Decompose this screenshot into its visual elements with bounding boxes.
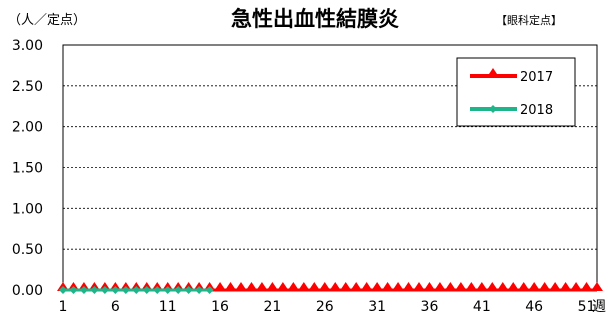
category-label: 【眼科定点】 bbox=[496, 13, 562, 27]
data-point bbox=[111, 286, 120, 294]
data-point bbox=[59, 286, 67, 294]
data-point bbox=[486, 282, 499, 291]
y-tick-label: 1.50 bbox=[12, 161, 43, 177]
data-point bbox=[329, 282, 342, 291]
data-point bbox=[79, 286, 88, 294]
data-point bbox=[90, 286, 99, 294]
data-point bbox=[153, 286, 162, 294]
data-point bbox=[224, 282, 237, 291]
data-point bbox=[318, 282, 331, 291]
x-tick-label: 46 bbox=[525, 299, 543, 315]
data-point bbox=[517, 282, 530, 291]
data-point bbox=[549, 282, 562, 291]
data-point bbox=[214, 282, 227, 291]
legend: 2017 2018 bbox=[456, 57, 576, 127]
data-point bbox=[402, 282, 415, 291]
data-point bbox=[360, 282, 373, 291]
data-point bbox=[570, 282, 583, 291]
data-point bbox=[235, 282, 247, 291]
data-point bbox=[287, 282, 300, 291]
series-2018 bbox=[59, 286, 214, 294]
data-point bbox=[308, 282, 321, 291]
data-point bbox=[413, 282, 425, 291]
legend-marker bbox=[487, 68, 499, 77]
x-tick-label: 26 bbox=[316, 299, 334, 315]
data-point bbox=[465, 282, 478, 291]
x-tick-label: 41 bbox=[473, 299, 491, 315]
x-tick-label: 51 bbox=[578, 299, 596, 315]
y-tick-label: 3.00 bbox=[12, 38, 43, 54]
data-point bbox=[538, 282, 551, 291]
data-point bbox=[381, 282, 394, 291]
data-point bbox=[255, 282, 268, 291]
data-point bbox=[132, 286, 141, 294]
legend-label: 2018 bbox=[520, 103, 553, 118]
chart-title: 急性出血性結膜炎 bbox=[231, 7, 399, 31]
data-point bbox=[297, 282, 310, 291]
data-point bbox=[371, 282, 384, 291]
x-tick-label: 1 bbox=[59, 299, 68, 315]
data-point bbox=[350, 282, 363, 291]
data-point bbox=[266, 282, 279, 291]
data-point bbox=[163, 286, 172, 294]
legend-box bbox=[456, 57, 576, 127]
legend-item: 2018 bbox=[470, 103, 553, 118]
legend-marker bbox=[489, 105, 497, 113]
x-tick-label: 11 bbox=[159, 299, 177, 315]
data-point bbox=[507, 282, 520, 291]
data-point bbox=[195, 286, 204, 294]
data-point bbox=[100, 286, 109, 294]
y-tick-label: 2.00 bbox=[12, 120, 43, 136]
data-point bbox=[69, 286, 78, 294]
x-tick-label: 16 bbox=[211, 299, 229, 315]
data-point bbox=[559, 282, 572, 291]
data-point bbox=[433, 282, 446, 291]
series-layer bbox=[57, 282, 603, 294]
data-point bbox=[121, 286, 130, 294]
x-axis-label: 週 bbox=[592, 299, 606, 315]
data-point bbox=[423, 282, 436, 291]
y-tick-label: 2.50 bbox=[12, 79, 43, 95]
data-point bbox=[496, 282, 509, 291]
x-tick-label: 31 bbox=[368, 299, 386, 315]
data-point bbox=[444, 282, 457, 291]
data-point bbox=[245, 282, 258, 291]
data-point bbox=[454, 282, 467, 291]
x-tick-label: 6 bbox=[111, 299, 120, 315]
x-axis: 1 6 11 16 21 26 31 36 41 46 51 bbox=[59, 299, 596, 315]
y-tick-label: 1.00 bbox=[12, 201, 43, 217]
data-point bbox=[339, 282, 352, 291]
data-point bbox=[184, 286, 193, 294]
y-tick-label: 0.50 bbox=[12, 242, 43, 258]
data-point bbox=[142, 286, 151, 294]
data-point bbox=[392, 282, 405, 291]
unit-label: （人／定点） bbox=[8, 13, 86, 28]
data-point bbox=[580, 282, 593, 291]
data-point bbox=[591, 282, 603, 291]
y-tick-label: 0.00 bbox=[12, 283, 43, 299]
x-tick-label: 21 bbox=[263, 299, 281, 315]
legend-label: 2017 bbox=[520, 70, 553, 85]
x-tick-label: 36 bbox=[421, 299, 439, 315]
legend-item: 2017 bbox=[470, 68, 553, 85]
data-point bbox=[174, 286, 183, 294]
data-point bbox=[528, 282, 541, 291]
data-point bbox=[475, 282, 488, 291]
y-axis: 0.00 0.50 1.00 1.50 2.00 2.50 3.00 bbox=[12, 38, 43, 299]
data-point bbox=[205, 286, 214, 294]
data-point bbox=[276, 282, 289, 291]
